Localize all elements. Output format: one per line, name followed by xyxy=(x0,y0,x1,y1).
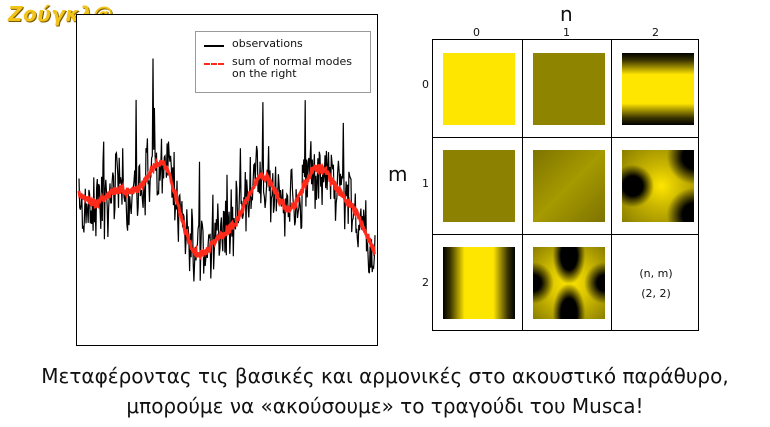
grid-divider xyxy=(433,137,698,138)
grid-divider xyxy=(522,40,523,330)
mode-tile-2-1 xyxy=(533,247,605,319)
legend-item-observations: observations xyxy=(204,38,362,50)
time-series-svg xyxy=(77,58,377,282)
legend-swatch-observations xyxy=(204,45,224,47)
empty-cell-line-1: (n, m) xyxy=(639,267,673,280)
mode-tile-0-0 xyxy=(443,53,515,125)
grid-divider xyxy=(611,40,612,330)
mode-tile-2-0 xyxy=(443,247,515,319)
grid-divider xyxy=(433,234,698,235)
time-series-plot: observations sum of normal modes on the … xyxy=(76,14,378,346)
n-tick-0: 0 xyxy=(473,26,480,39)
mode-tile-1-2 xyxy=(622,150,694,222)
n-tick-2: 2 xyxy=(652,26,659,39)
legend-label-observations: observations xyxy=(232,37,303,50)
legend: observations sum of normal modes on the … xyxy=(195,31,371,93)
m-tick-1: 1 xyxy=(422,177,429,190)
m-tick-0: 0 xyxy=(422,78,429,91)
empty-cell-note: (n, m) (2, 2) xyxy=(613,264,699,304)
legend-swatch-normal-modes xyxy=(204,63,224,65)
caption-line-2: μπορούμε να «ακούσουμε» το τραγούδι του … xyxy=(126,394,644,418)
m-tick-2: 2 xyxy=(422,276,429,289)
m-axis-label: m xyxy=(388,162,408,186)
empty-cell-line-2: (2, 2) xyxy=(641,287,671,300)
legend-label-normal-modes: sum of normal modes on the right xyxy=(232,55,352,80)
n-tick-1: 1 xyxy=(563,26,570,39)
mode-tile-0-1 xyxy=(533,53,605,125)
mode-tile-0-2 xyxy=(622,53,694,125)
normal-modes-series-line xyxy=(77,156,377,261)
mode-tile-1-0 xyxy=(443,150,515,222)
caption-line-1: Μεταφέροντας τις βασικές και αρμονικές σ… xyxy=(41,364,729,388)
mode-tile-1-1 xyxy=(533,150,605,222)
legend-item-normal-modes: sum of normal modes on the right xyxy=(204,56,362,80)
n-axis-label: n xyxy=(560,2,573,26)
normal-modes-grid xyxy=(432,39,699,331)
